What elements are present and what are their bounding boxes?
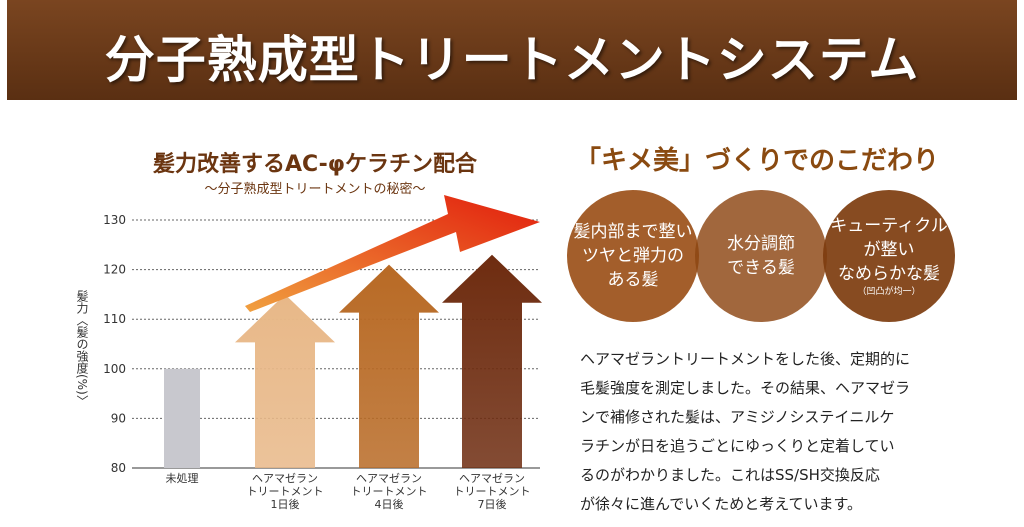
feature-line: キューティクル <box>830 216 948 236</box>
y-tick-label: 90 <box>111 411 126 425</box>
feature-line: 水分調節 <box>727 234 795 254</box>
feature-line: ある髪 <box>607 270 659 290</box>
title-banner: 分子熟成型トリートメントシステム <box>7 0 1017 100</box>
feature-note: （凹凸が均一） <box>857 287 921 297</box>
y-tick-label: 80 <box>111 461 126 475</box>
bar-arrow <box>442 254 542 468</box>
x-tick-label: ヘアマゼラン <box>252 472 318 485</box>
bar <box>164 368 200 468</box>
feature-line: 髪内部まで整い <box>573 222 693 242</box>
description-line: が徐々に進んでいくためと考えています。 <box>580 495 863 513</box>
feature-line: できる髪 <box>727 258 795 278</box>
y-tick-label: 100 <box>103 362 126 376</box>
section-title: 「キメ美」づくりでのこだわり <box>575 146 940 176</box>
y-tick-label: 120 <box>103 263 126 277</box>
feature-line: が整い <box>863 240 915 260</box>
x-tick-label: ヘアマゼラン <box>459 472 525 485</box>
feature-circle-3: キューティクル が整い なめらかな髪 （凹凸が均一） <box>823 190 955 322</box>
description-line: 毛髪強度を測定しました。その結果、ヘアマゼラ <box>580 379 911 397</box>
x-tick-label: 4日後 <box>375 497 404 511</box>
x-tick-label: 7日後 <box>478 497 507 511</box>
feature-circle-2: 水分調節 できる髪 <box>695 190 827 322</box>
chart-title: 髪力改善するAC-φケラチン配合 <box>152 152 478 177</box>
description-line: ラチンが日を追うごとにゆっくりと定着してい <box>580 437 895 455</box>
x-tick-label: 未処理 <box>166 472 199 485</box>
y-tick-label: 130 <box>103 213 126 227</box>
bar-arrow <box>339 264 439 468</box>
description-line: ンで補修された髪は、アミジノシステイニルケ <box>580 408 895 426</box>
bar-arrow <box>235 294 335 468</box>
description-text: ヘアマゼラントリートメントをした後、定期的に 毛髪強度を測定しました。その結果、… <box>580 345 970 519</box>
x-tick-label: 1日後 <box>271 497 300 511</box>
chart-subtitle: ～分子熟成型トリートメントの秘密～ <box>204 182 426 197</box>
feature-line: なめらかな髪 <box>838 264 940 284</box>
page-title: 分子熟成型トリートメントシステム <box>104 31 920 89</box>
description-line: るのがわかりました。これはSS/SH交換反応 <box>580 466 880 484</box>
feature-line: ツヤと弾力の <box>582 246 684 266</box>
trend-arrow <box>245 195 540 312</box>
y-tick-label: 110 <box>103 312 126 326</box>
x-tick-label: トリートメント <box>454 485 531 498</box>
feature-circle-1: 髪内部まで整い ツヤと弾力の ある髪 <box>567 190 699 322</box>
x-tick-label: トリートメント <box>247 485 324 498</box>
x-tick-label: トリートメント <box>351 485 428 498</box>
x-tick-label: ヘアマゼラン <box>356 472 422 485</box>
description-line: ヘアマゼラントリートメントをした後、定期的に <box>580 350 911 368</box>
y-axis-label: 髪力〈髪の強度(%)〉 <box>75 290 89 407</box>
